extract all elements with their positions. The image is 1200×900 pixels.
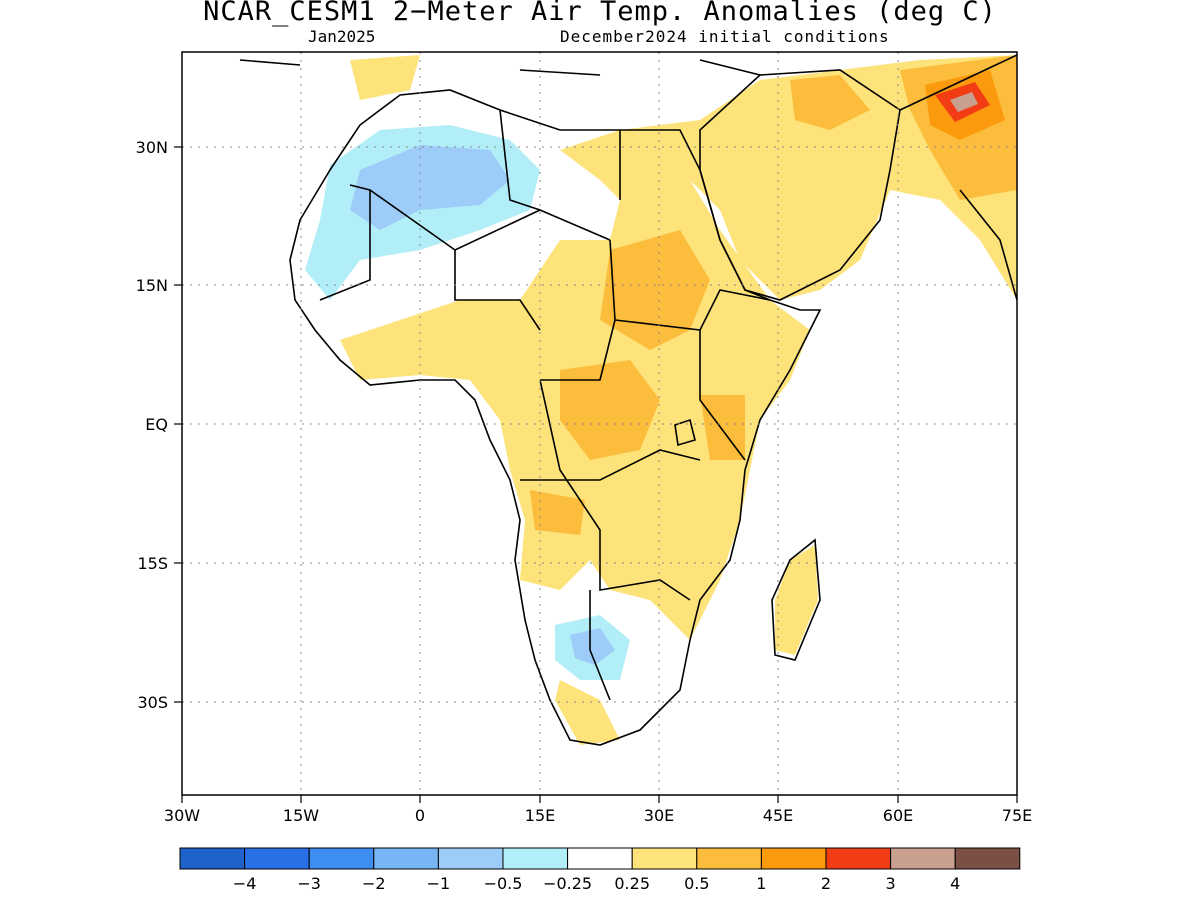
legend-color-box (954, 847, 1021, 870)
shade-sudan (600, 230, 710, 350)
legend-label: −0.25 (543, 874, 592, 893)
x-tick-label: 60E (883, 806, 913, 825)
y-tick-label: 30S (137, 693, 168, 712)
legend-color-box (760, 847, 827, 870)
arabia-coast (699, 69, 901, 301)
border-8 (520, 449, 701, 481)
y-tick-label: 15N (136, 276, 168, 295)
legend-label: −1 (427, 874, 451, 893)
shade-sahara-colder (350, 145, 510, 230)
legend-label: −2 (362, 874, 386, 893)
legend-color-box (890, 847, 956, 870)
shade-afghan-max (950, 92, 978, 112)
x-tick-label: 30W (164, 806, 200, 825)
border-6 (699, 330, 746, 461)
y-tick-label: EQ (145, 415, 168, 434)
coastlines (239, 54, 1017, 746)
border-9 (589, 590, 611, 701)
border-7 (539, 379, 691, 601)
shade-angola (530, 490, 585, 535)
lake-victoria (674, 418, 696, 447)
gridlines (182, 52, 1017, 795)
x-tick-label: 75E (1002, 806, 1032, 825)
y-tick-label: 15S (137, 554, 168, 573)
border-11 (499, 109, 541, 211)
legend-color-box (308, 847, 375, 870)
legend-color-box (373, 847, 439, 870)
border-4 (614, 289, 771, 331)
shade-arabia (790, 75, 870, 130)
legend-color-box (244, 847, 310, 870)
legend-label: 0.25 (614, 874, 650, 893)
africa-coastline (289, 89, 822, 746)
legend-label: 2 (821, 874, 831, 893)
legend-labels: −4 −3 −2 −1 −0.5 −0.25 0.25 0.5 1 2 3 4 (233, 874, 960, 893)
legend-color-box (502, 847, 569, 870)
legend-color-box (179, 847, 246, 870)
shade-middle-east (560, 55, 1017, 300)
border-2 (454, 250, 541, 331)
map-title: NCAR_CESM1 2−Meter Air Temp. Anomalies (… (203, 0, 997, 27)
border-1 (369, 189, 611, 251)
legend-color-box (825, 847, 892, 870)
legend-label: −0.5 (484, 874, 523, 893)
color-legend (179, 847, 1021, 870)
legend-color-box (696, 847, 762, 870)
shade-kalahari-colder (570, 628, 615, 665)
tick-marks (174, 146, 1018, 803)
legend-label: 4 (950, 874, 960, 893)
forecast-month: Jan2025 (308, 27, 376, 46)
x-tick-labels: 30W 15W 0 15E 30E 45E 60E 75E (164, 806, 1032, 825)
europe-coast (239, 59, 761, 76)
y-tick-labels: 30N 15N EQ 15S 30S (136, 138, 168, 712)
x-tick-label: 30E (644, 806, 674, 825)
legend-label: −4 (233, 874, 257, 893)
x-tick-label: 15E (525, 806, 555, 825)
x-tick-label: 0 (415, 806, 425, 825)
madagascar-coast (771, 538, 821, 661)
legend-color-box (437, 847, 504, 870)
south-asia-coast (899, 54, 1017, 301)
x-tick-label: 45E (763, 806, 793, 825)
shade-congo (560, 360, 660, 460)
legend-label: 3 (886, 874, 896, 893)
shade-madagascar (775, 545, 818, 655)
border-3 (540, 239, 616, 381)
legend-label: 1 (756, 874, 766, 893)
legend-color-box (631, 847, 698, 870)
anomaly-shading (305, 55, 1017, 745)
legend-label: −3 (297, 874, 321, 893)
initial-conditions-label: December2024 initial conditions (560, 27, 890, 46)
legend-label: 0.5 (684, 874, 709, 893)
shade-southern-africa (555, 680, 620, 745)
y-tick-label: 30N (136, 138, 168, 157)
shade-west-africa (340, 300, 520, 380)
shade-northwest (350, 55, 420, 100)
x-tick-label: 15W (283, 806, 319, 825)
legend-color-box (567, 847, 633, 870)
border-10 (319, 184, 371, 301)
